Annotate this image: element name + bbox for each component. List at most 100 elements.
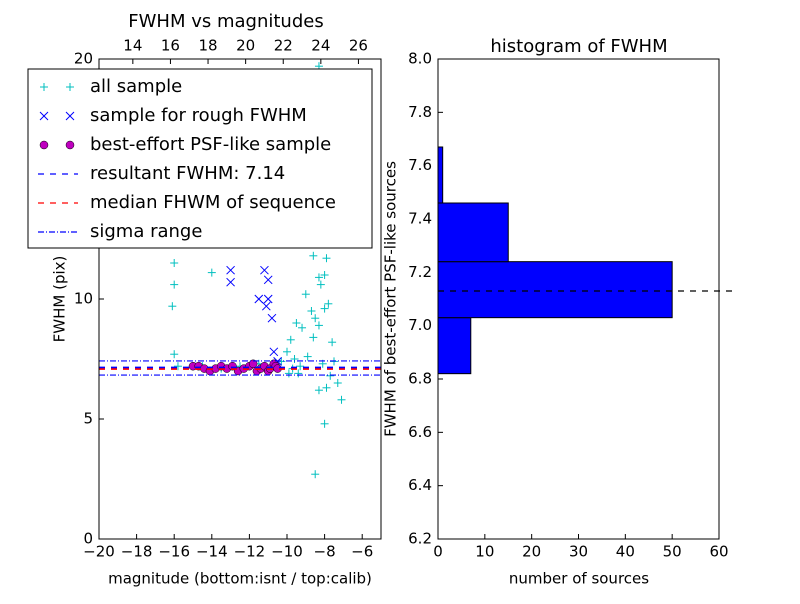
- marker-part: [226, 265, 235, 275]
- legend-label: all sample: [90, 76, 182, 97]
- marker: [39, 140, 49, 150]
- x-tick-label: 30: [569, 543, 588, 561]
- marker-part: [65, 140, 75, 150]
- marker: [269, 347, 279, 357]
- bar: [437, 261, 673, 319]
- x2-tick-label: 22: [274, 37, 293, 55]
- x-tick-label: −20: [83, 543, 115, 561]
- y-tick-label: 7.2: [408, 263, 432, 281]
- marker: [320, 419, 329, 428]
- x-tick-label: 50: [663, 543, 682, 561]
- plot-frame: [437, 58, 720, 540]
- plot-frame: [98, 58, 382, 540]
- legend-label: sample for rough FWHM: [90, 105, 307, 126]
- marker: [248, 359, 258, 369]
- x2-tick-label: 26: [349, 37, 368, 55]
- y-tick-label: 8.0: [408, 50, 432, 68]
- marker: [173, 362, 182, 371]
- marker-part: [226, 277, 235, 287]
- marker-part: [65, 111, 75, 121]
- x-tick-label: −18: [121, 543, 153, 561]
- marker: [314, 273, 323, 282]
- marker-part: [260, 265, 269, 275]
- marker: [324, 299, 333, 308]
- y-axis-label: FWHM (pix): [51, 256, 69, 343]
- marker: [263, 275, 273, 285]
- marker: [168, 302, 177, 311]
- marker: [307, 307, 316, 315]
- marker: [328, 338, 337, 347]
- marker: [294, 369, 303, 378]
- x2-tick-label: 14: [123, 37, 142, 55]
- marker: [65, 111, 75, 121]
- marker: [261, 301, 271, 311]
- y-axis-label: FWHM of best-effort PSF-like sources: [382, 161, 400, 437]
- marker-part: [39, 111, 49, 121]
- y-tick-label: 6.4: [408, 476, 432, 494]
- x-axis-label: magnitude (bottom:isnt / top:calib): [108, 570, 372, 588]
- x-tick-label: −12: [234, 543, 266, 561]
- marker-part: [267, 313, 277, 323]
- x-axis-label: number of sources: [509, 570, 649, 588]
- marker: [66, 83, 74, 91]
- marker: [298, 323, 307, 332]
- marker: [254, 294, 264, 304]
- marker: [309, 333, 318, 342]
- x-tick-label: 0: [433, 543, 443, 561]
- marker: [326, 371, 335, 380]
- x-tick-label: −10: [271, 543, 303, 561]
- legend: all sample sample for rough FWHM best-effo…: [27, 68, 373, 249]
- marker: [40, 83, 48, 91]
- marker: [207, 268, 216, 277]
- marker: [170, 259, 179, 267]
- marker-part: [269, 347, 279, 357]
- marker: [292, 319, 301, 327]
- marker: [290, 355, 299, 363]
- marker: [283, 347, 291, 356]
- marker: [170, 350, 179, 359]
- marker: [296, 362, 305, 371]
- marker: [309, 251, 318, 260]
- bar: [437, 202, 509, 263]
- bar: [437, 317, 472, 375]
- marker: [286, 335, 295, 344]
- marker: [170, 280, 179, 289]
- marker: [301, 290, 310, 299]
- marker: [314, 386, 323, 395]
- x2-tick-label: 18: [198, 37, 217, 55]
- y-tick-label: 7.8: [408, 103, 432, 121]
- legend-label: sigma range: [90, 221, 202, 242]
- legend-box: [27, 68, 373, 249]
- x-tick-label: 10: [475, 543, 494, 561]
- x2-tick-label: 24: [311, 37, 330, 55]
- y-tick-label: 5: [83, 410, 93, 428]
- x-tick-label: 20: [522, 543, 541, 561]
- chart-title: histogram of FWHM: [490, 36, 667, 57]
- y-tick-label: 6.8: [408, 370, 432, 388]
- legend-label: best-effort PSF-like sample: [90, 134, 331, 155]
- y-tick-label: 0: [83, 530, 93, 548]
- marker: [284, 369, 293, 378]
- marker: [320, 304, 329, 313]
- y-tick-label: 6.2: [408, 530, 432, 548]
- y-tick-label: 20: [74, 50, 93, 68]
- marker: [260, 265, 269, 275]
- y-tick-label: 7.6: [408, 156, 432, 174]
- marker-part: [248, 359, 258, 369]
- marker: [337, 395, 346, 404]
- marker: [320, 271, 329, 279]
- chart-title: FWHM vs magnitudes: [128, 11, 323, 32]
- marker: [316, 280, 325, 289]
- x2-tick-label: 16: [161, 37, 180, 55]
- x-tick-label: −14: [196, 543, 228, 561]
- marker: [333, 379, 342, 387]
- x-tick-label: −6: [351, 543, 373, 561]
- marker: [314, 321, 323, 330]
- marker: [322, 254, 331, 263]
- marker: [226, 277, 235, 287]
- y-tick-label: 7.0: [408, 316, 432, 334]
- marker-part: [261, 301, 271, 311]
- marker-part: [263, 275, 273, 285]
